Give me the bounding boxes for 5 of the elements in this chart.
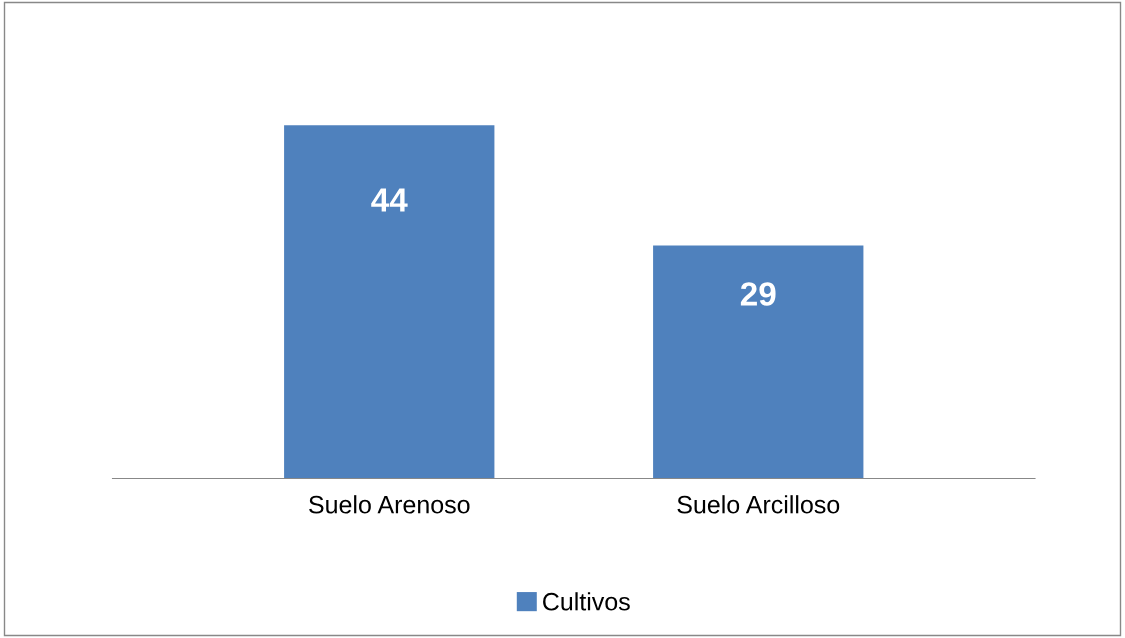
x-tick-label: Suelo Arcilloso	[677, 495, 840, 514]
x-tick-label: Suelo Arenoso	[309, 495, 470, 514]
data-label: 44	[371, 188, 408, 212]
legend-label: Cultivos	[543, 592, 630, 611]
data-label: 29	[740, 282, 776, 306]
